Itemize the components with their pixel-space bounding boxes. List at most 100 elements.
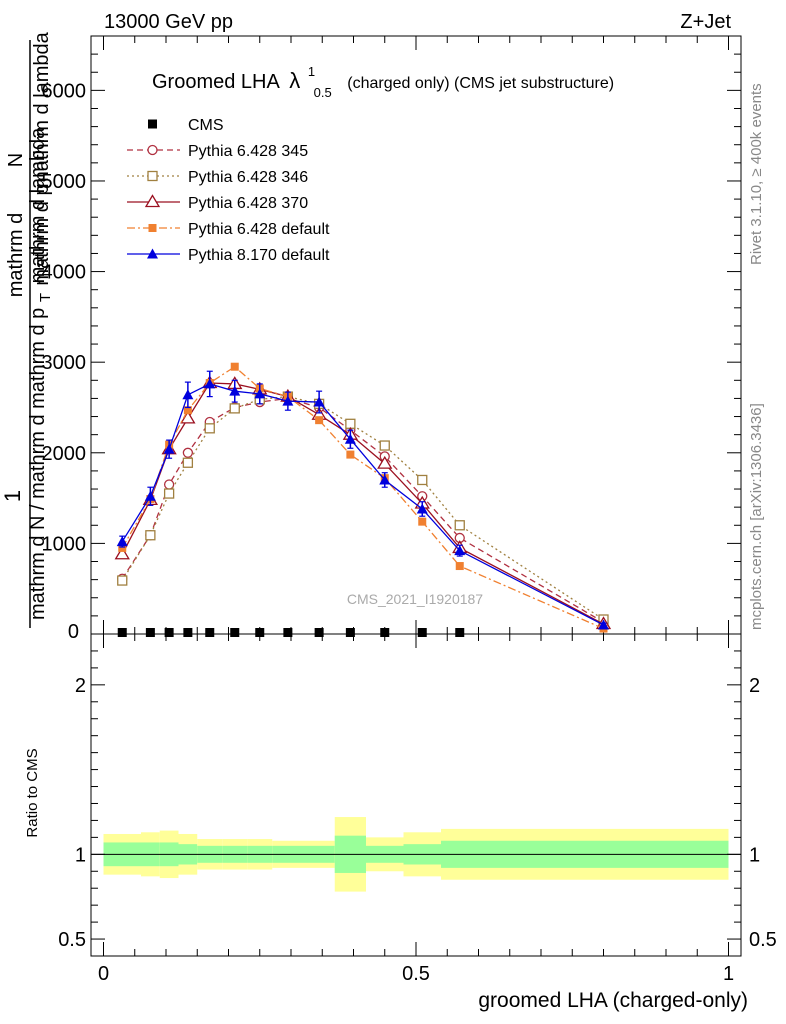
data-point-cms xyxy=(164,628,174,637)
ylabel-numerator-a: mathrm d xyxy=(5,213,27,297)
legend-entry-p346: Pythia 6.428 346 xyxy=(127,169,308,186)
energy-label: 13000 GeV pp xyxy=(104,11,233,33)
xtick-label: 0 xyxy=(98,963,109,985)
series-line-p8def xyxy=(121,383,604,626)
data-point-p8def xyxy=(416,503,428,514)
main-ytick-label-zero: 0 xyxy=(68,621,79,643)
data-point-p346 xyxy=(417,474,428,486)
data-point-p8def xyxy=(204,378,216,389)
title-superscript: 1 xyxy=(308,64,315,79)
data-point-p346 xyxy=(163,488,175,499)
data-point-cms xyxy=(255,628,265,637)
ratio-ytick-label-right: 2 xyxy=(749,675,760,697)
title-lambda: λ xyxy=(289,68,300,93)
legend-entry-p370: Pythia 6.428 370 xyxy=(127,194,308,212)
series-cms xyxy=(117,628,465,637)
ratio-frame xyxy=(90,633,742,957)
data-point-p8def xyxy=(454,545,466,556)
data-point-p8def xyxy=(229,385,241,396)
data-point-p346 xyxy=(379,440,390,451)
data-point-cms xyxy=(283,628,293,637)
ylabel-numerator-extra2: mathrm d lambda xyxy=(31,31,53,187)
data-point-p370 xyxy=(114,546,130,560)
data-point-p8def xyxy=(282,395,294,406)
title-rest: (charged only) (CMS jet substructure) xyxy=(347,75,614,92)
series-p8def xyxy=(116,370,609,630)
series-line-p345 xyxy=(121,397,604,623)
data-point-p6def xyxy=(315,416,324,425)
ratio-ytick-label-right: 0.5 xyxy=(749,929,777,951)
legend-marker xyxy=(148,119,157,129)
data-point-p8def xyxy=(163,443,175,454)
ylabel-denominator: mathrm d N / mathrm d mathrm d p T mathr… xyxy=(27,127,55,620)
watermark: CMS_2021_I1920187 xyxy=(347,591,483,607)
data-point-cms xyxy=(345,628,355,637)
ratio-ytick-label-right: 1 xyxy=(749,844,760,866)
ratio-ytick-label: 2 xyxy=(75,675,86,697)
xtick-label: 1 xyxy=(723,963,734,985)
ylabel-numerator-b: N xyxy=(5,153,27,167)
legend-label: Pythia 6.428 346 xyxy=(188,169,308,186)
series-layer xyxy=(114,362,612,637)
data-point-p346 xyxy=(454,520,465,531)
data-point-p6def xyxy=(118,543,127,552)
ylabel-denominator-end: mathrm d lambda xyxy=(27,127,49,283)
x-axis-label: groomed LHA (charged-only) xyxy=(478,989,748,1012)
main-ytick-labels: 1000 2000 3000 4000 5000 6000 0 xyxy=(42,80,87,643)
ratio-ytick-label: 0.5 xyxy=(58,929,86,951)
legend-entry-cms: CMS xyxy=(148,117,224,134)
data-point-p345 xyxy=(182,447,194,458)
title-subscript: 0.5 xyxy=(314,85,332,100)
data-point-p6def xyxy=(183,406,192,415)
main-ytick-label: 4000 xyxy=(42,262,87,284)
data-point-p346 xyxy=(229,403,240,414)
legend-label: Pythia 8.170 default xyxy=(188,247,330,264)
main-ytick-label: 2000 xyxy=(42,443,87,465)
main-ytick-label: 5000 xyxy=(42,171,87,193)
legend-label: Pythia 6.428 default xyxy=(188,221,330,238)
legend-entry-p345: Pythia 6.428 345 xyxy=(127,143,308,160)
data-point-p370 xyxy=(377,455,393,469)
data-point-cms xyxy=(230,628,240,637)
data-point-cms xyxy=(314,628,324,637)
legend-label: Pythia 6.428 370 xyxy=(188,195,308,212)
ylabel-numerator-extra: mathrm d p xyxy=(31,184,53,285)
data-point-p346 xyxy=(182,457,194,468)
data-point-cms xyxy=(205,628,215,637)
ratio-ytick-labels: 0.5 0.5 1 1 2 2 xyxy=(58,675,777,951)
ratio-ylabel: Ratio to CMS xyxy=(24,748,41,837)
data-point-p8def xyxy=(254,388,266,399)
data-point-p8def xyxy=(144,490,156,501)
main-ylabel: 1 mathrm d N mathrm d p mathrm d lambda … xyxy=(0,31,55,628)
data-point-p346 xyxy=(204,423,215,434)
data-point-p8def xyxy=(598,619,609,630)
data-point-p8def xyxy=(379,474,391,485)
main-ytick-label: 3000 xyxy=(42,352,87,374)
ylabel-pt-sub: T xyxy=(37,293,54,302)
mcplots-label: mcplots.cern.ch [arXiv:1306.3436] xyxy=(748,403,765,630)
xtick-label: 0.5 xyxy=(402,963,430,985)
data-point-cms xyxy=(380,628,390,637)
data-point-p6def xyxy=(455,562,464,571)
title-main: Groomed LHA xyxy=(152,71,280,93)
data-point-p346 xyxy=(145,530,156,541)
data-point-p6def xyxy=(230,362,239,371)
legend-entry-p6def: Pythia 6.428 default xyxy=(127,221,330,238)
data-point-cms xyxy=(117,628,127,637)
data-point-p8def xyxy=(313,396,325,407)
data-point-p8def xyxy=(182,389,194,400)
series-line-p6def xyxy=(121,365,604,630)
data-point-p346 xyxy=(117,575,128,586)
legend-marker xyxy=(148,224,157,232)
data-point-cms xyxy=(455,628,465,637)
xtick-labels: 0 0.5 1 xyxy=(98,963,734,985)
legend-marker xyxy=(147,144,158,156)
main-ytick-label: 1000 xyxy=(42,533,87,555)
data-point-p8def xyxy=(116,536,128,547)
legend-marker xyxy=(147,248,158,259)
data-point-cms xyxy=(417,628,427,637)
legend-marker xyxy=(147,170,158,182)
process-label: Z+Jet xyxy=(680,11,731,33)
legend-label: CMS xyxy=(188,117,224,134)
